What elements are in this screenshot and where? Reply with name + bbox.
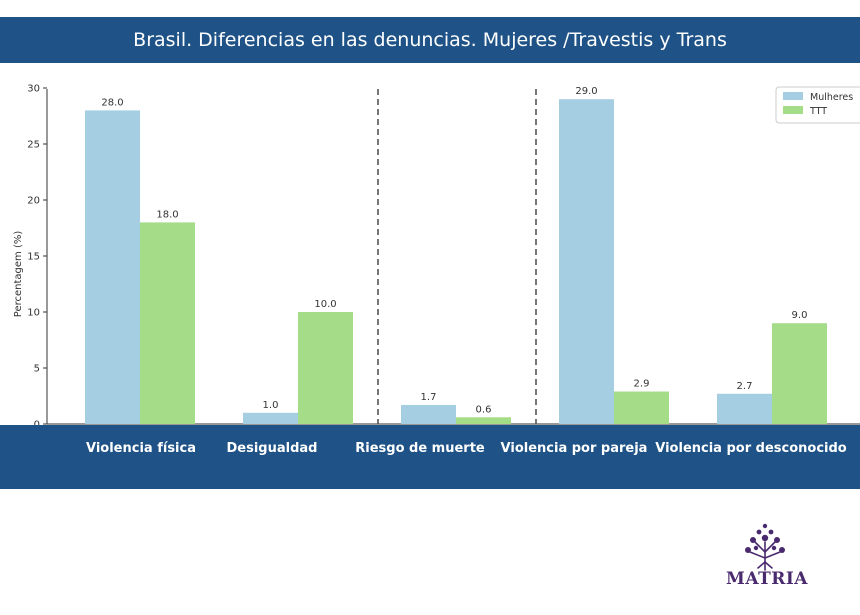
chart-title: Brasil. Diferencias en las denuncias. Mu… xyxy=(0,17,860,63)
data-label: 2.9 xyxy=(634,379,650,390)
bar-chart: 0 5 10 15 20 25 30 Percentagem (%) 28.0 1.0 1.7 29.… xyxy=(13,84,860,426)
bar-mulheres xyxy=(85,110,140,425)
data-label: 28.0 xyxy=(101,97,123,108)
legend-label: Mulheres xyxy=(810,92,853,103)
y-tick-label: 30 xyxy=(27,84,40,95)
y-axis-label: Percentagem (%) xyxy=(13,231,24,318)
data-label: 0.6 xyxy=(476,404,492,415)
data-label: 9.0 xyxy=(792,310,808,321)
y-tick-label: 0 xyxy=(34,420,40,426)
x-category-label: Violencia física xyxy=(86,441,196,456)
y-tick-label: 10 xyxy=(27,308,40,319)
data-label: 18.0 xyxy=(156,209,178,220)
x-category-label: Violencia por pareja xyxy=(500,441,648,456)
data-label: 2.7 xyxy=(737,381,753,392)
data-label: 29.0 xyxy=(575,86,597,97)
bar-ttt xyxy=(298,312,353,424)
x-category-label: Violencia por desconocido xyxy=(655,441,847,456)
y-tick-label: 25 xyxy=(27,140,40,151)
y-tick-label: 5 xyxy=(34,364,40,375)
data-label: 10.0 xyxy=(314,299,336,310)
bar-mulheres xyxy=(401,404,456,424)
bar-mulheres xyxy=(559,99,614,424)
x-category-label: Desigualdad xyxy=(226,441,318,456)
matria-logo-icon xyxy=(745,523,785,571)
logo-text: MATRIA xyxy=(726,569,808,589)
bar-ttt xyxy=(140,222,195,424)
legend-swatch xyxy=(783,92,803,100)
bar-ttt xyxy=(456,417,511,424)
legend-swatch xyxy=(783,106,803,114)
y-tick-label: 20 xyxy=(27,196,40,207)
bar-ttt xyxy=(772,323,827,424)
y-tick-label: 15 xyxy=(27,252,40,263)
legend-label: TTT xyxy=(809,106,827,117)
x-category-label: Riesgo de muerte xyxy=(355,441,485,456)
data-label: 1.7 xyxy=(421,392,437,403)
category-bar xyxy=(0,425,860,489)
data-label: 1.0 xyxy=(263,400,279,411)
bar-mulheres xyxy=(717,393,772,424)
bar-ttt xyxy=(614,391,669,424)
bar-mulheres xyxy=(243,412,298,424)
